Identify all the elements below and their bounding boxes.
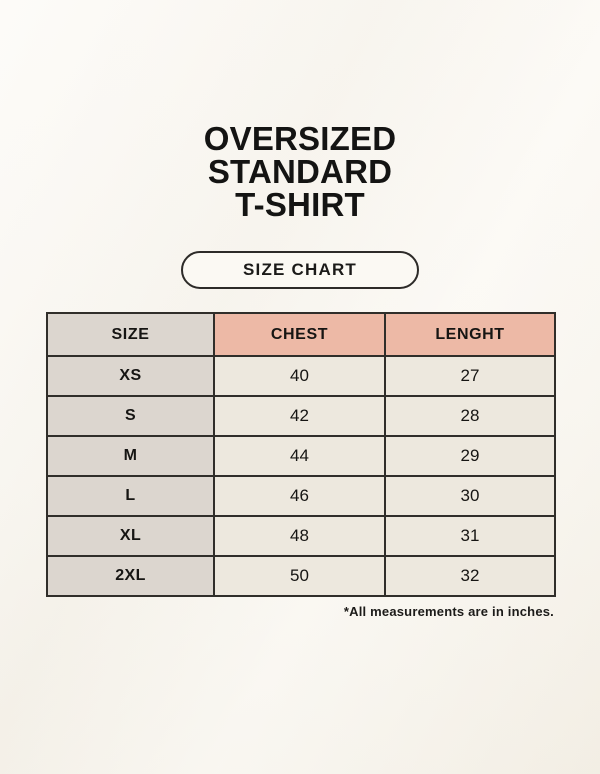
measurements-footnote: *All measurements are in inches. — [343, 604, 554, 619]
size-cell: M — [46, 435, 215, 477]
header-length: LENGHT — [384, 312, 556, 357]
chest-cell: 46 — [213, 475, 386, 517]
size-cell: XL — [46, 515, 215, 557]
length-cell: 28 — [384, 395, 556, 437]
length-cell: 29 — [384, 435, 556, 477]
chest-cell: 40 — [213, 355, 386, 397]
size-cell: L — [46, 475, 215, 517]
table-row: M 44 29 — [46, 435, 556, 477]
chest-cell: 44 — [213, 435, 386, 477]
table-row: XS 40 27 — [46, 355, 556, 397]
length-cell: 31 — [384, 515, 556, 557]
size-chart-table-container: SIZE CHEST LENGHT XS 40 27 S 42 28 M — [46, 312, 556, 597]
size-cell: S — [46, 395, 215, 437]
size-chart-badge-label: SIZE CHART — [243, 260, 357, 279]
chest-cell: 50 — [213, 555, 386, 597]
size-chart-table: SIZE CHEST LENGHT XS 40 27 S 42 28 M — [46, 312, 556, 597]
title-line-3: T-SHIRT — [235, 186, 365, 223]
header-size: SIZE — [46, 312, 215, 357]
title-line-2: STANDARD — [207, 153, 393, 190]
title-line-1: OVERSIZED — [203, 120, 397, 157]
size-cell: 2XL — [46, 555, 215, 597]
table-row: 2XL 50 32 — [46, 555, 556, 597]
chest-cell: 42 — [213, 395, 386, 437]
size-cell: XS — [46, 355, 215, 397]
table-row: L 46 30 — [46, 475, 556, 517]
length-cell: 27 — [384, 355, 556, 397]
length-cell: 32 — [384, 555, 556, 597]
page-title: OVERSIZED STANDARD T-SHIRT — [204, 122, 397, 221]
table-row: S 42 28 — [46, 395, 556, 437]
chest-cell: 48 — [213, 515, 386, 557]
table-header-row: SIZE CHEST LENGHT — [46, 312, 556, 357]
size-chart-badge: SIZE CHART — [181, 251, 419, 289]
length-cell: 30 — [384, 475, 556, 517]
header-chest: CHEST — [213, 312, 386, 357]
table-row: XL 48 31 — [46, 515, 556, 557]
